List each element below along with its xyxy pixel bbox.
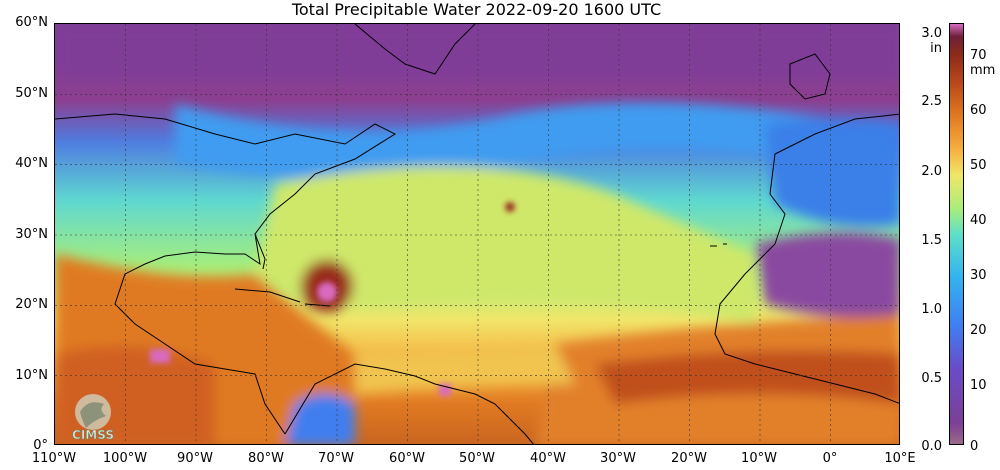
cb-inch-1-5: 1.5 — [921, 233, 942, 248]
cb-mm-10: 10 — [970, 378, 987, 393]
graticule — [55, 24, 899, 444]
lon-label-80w: 80°W — [248, 451, 284, 466]
tpw-map — [54, 23, 900, 445]
cb-mm-50: 50 — [970, 158, 987, 173]
lat-label-50n: 50°N — [15, 86, 48, 101]
cimss-logo: CIMSS — [58, 390, 128, 444]
cb-inch-2-0: 2.0 — [921, 164, 942, 179]
cb-mm-20: 20 — [970, 323, 987, 338]
lon-label-90w: 90°W — [177, 451, 213, 466]
lat-label-0: 0° — [33, 438, 48, 453]
lon-label-30w: 30°W — [600, 451, 636, 466]
cb-inch-unit-label: in — [930, 41, 942, 56]
lon-label-40w: 40°W — [530, 451, 566, 466]
cb-inch-1-0: 1.0 — [921, 302, 942, 317]
lon-label-10e: 10°E — [884, 451, 916, 466]
lat-label-60n: 60°N — [15, 15, 48, 30]
colorbar — [949, 23, 964, 445]
lat-label-10n: 10°N — [15, 368, 48, 383]
tpw-field-image — [55, 24, 899, 444]
map-title: Total Precipitable Water 2022-09-20 1600… — [291, 0, 662, 19]
lat-label-30n: 30°N — [15, 227, 48, 242]
lon-label-60w: 60°W — [389, 451, 425, 466]
cb-mm-30: 30 — [970, 268, 987, 283]
cb-inch-0-5: 0.5 — [921, 371, 942, 386]
lon-label-50w: 50°W — [459, 451, 495, 466]
logo-text: CIMSS — [72, 428, 114, 442]
cb-mm-0: 0 — [970, 439, 979, 454]
lon-label-70w: 70°W — [318, 451, 354, 466]
cb-mm-unit: mm — [970, 63, 996, 78]
cb-inch-0-0: 0.0 — [921, 439, 942, 454]
cb-mm-40: 40 — [970, 213, 987, 228]
lon-label-0: 0° — [822, 451, 838, 466]
lat-label-20n: 20°N — [15, 297, 48, 312]
cb-mm-60: 60 — [970, 103, 987, 118]
cb-inch-unit-3: 3.0 — [921, 26, 942, 41]
lon-label-20w: 20°W — [671, 451, 707, 466]
lon-label-100w: 100°W — [102, 451, 148, 466]
colorbar-gradient — [950, 24, 963, 444]
lon-label-110w: 110°W — [31, 451, 77, 466]
lon-label-10w: 10°W — [741, 451, 777, 466]
cb-inch-2-5: 2.5 — [921, 94, 942, 109]
cb-mm-70: 70 — [970, 48, 987, 63]
lat-label-40n: 40°N — [15, 156, 48, 171]
